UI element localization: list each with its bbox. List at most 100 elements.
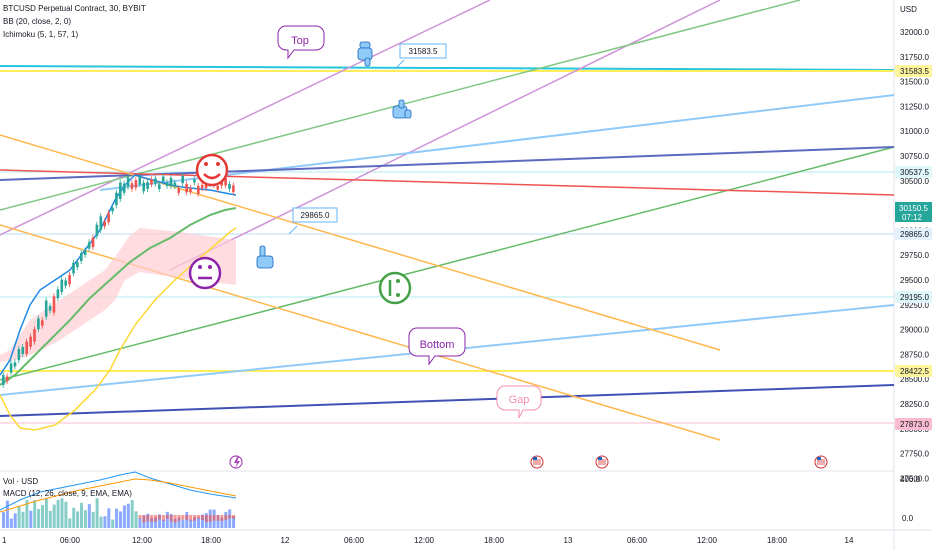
- us-flag-icon[interactable]: [530, 455, 544, 469]
- volume-bar: [56, 499, 60, 528]
- volume-bar: [126, 503, 130, 528]
- time-tick: 14: [845, 536, 854, 545]
- price-badge-bg: [895, 291, 932, 303]
- volume-bar: [99, 516, 103, 528]
- annotation-top[interactable]: Top: [277, 25, 325, 60]
- smiley-happy-icon[interactable]: [195, 153, 229, 187]
- price-label-1-text: 31583.5: [409, 47, 438, 56]
- candle-body: [83, 250, 87, 255]
- candle-body: [232, 185, 235, 193]
- us-flag-icon[interactable]: [595, 455, 609, 469]
- candle-body: [76, 262, 79, 268]
- candle-body: [154, 178, 157, 184]
- candle-body: [25, 341, 28, 354]
- legend-symbol[interactable]: BTCUSD Perpetual Contract, 30, BYBIT: [3, 4, 146, 13]
- candle-body: [216, 186, 220, 190]
- volume-bar: [119, 511, 122, 528]
- thumbs-up-icon[interactable]: [392, 99, 412, 119]
- candle-body: [99, 216, 103, 230]
- candlesticks: [2, 172, 235, 388]
- candle-body: [146, 182, 149, 190]
- candle-body: [189, 187, 192, 192]
- legend-macd[interactable]: MACD (12, 26, close, 9, EMA, EMA): [3, 489, 132, 498]
- price-badge: 31583.5: [900, 67, 929, 76]
- volume-bar: [91, 511, 95, 528]
- volume-bar: [68, 518, 72, 528]
- candle-body: [224, 177, 227, 186]
- time-tick: 06:00: [344, 536, 365, 545]
- legend-bb[interactable]: BB (20, close, 2, 0): [3, 17, 71, 26]
- price-tick: 29250.0: [900, 301, 929, 310]
- candle-body: [29, 336, 32, 347]
- legend-ichimoku[interactable]: Ichimoku (5, 1, 57, 1): [3, 30, 78, 39]
- price-badge: 29195.0: [900, 293, 929, 302]
- price-badge: 29865.0: [900, 230, 929, 239]
- time-tick: 06:00: [60, 536, 81, 545]
- candle-body: [200, 184, 204, 189]
- annotation-bottom[interactable]: Bottom: [408, 327, 466, 366]
- volume-bar: [165, 511, 169, 528]
- time-tick: 18:00: [484, 536, 505, 545]
- macd-hist-bar: [169, 515, 173, 522]
- bb-lower: [0, 227, 237, 431]
- us-flag-icon[interactable]: [814, 455, 828, 469]
- current-price-badge[interactable]: 30150.5 07:12: [895, 202, 932, 222]
- candle-body: [9, 363, 13, 373]
- economic-events[interactable]: [530, 455, 828, 469]
- volume-bar: [138, 518, 142, 528]
- price-tick: 29750.0: [900, 251, 929, 260]
- volume-bar: [21, 511, 25, 528]
- macd-hist-bar: [232, 515, 236, 519]
- candle-body: [5, 376, 9, 382]
- ichimoku-cloud: [0, 228, 236, 362]
- price-label-1[interactable]: 31583.5: [395, 43, 447, 69]
- time-axis[interactable]: 1 06:00 12:00 18:00 12 06:00 12:00 18:00 13 06:00…: [2, 536, 854, 545]
- smiley-sideways-icon[interactable]: [378, 271, 412, 305]
- macd-hist-bar: [224, 515, 228, 520]
- macd-hist-bar: [173, 515, 177, 523]
- current-price: 30150.5: [899, 204, 928, 213]
- time-tick: 1: [2, 536, 7, 545]
- price-tick: 29500.0: [900, 276, 929, 285]
- annotation-gap[interactable]: Gap: [496, 385, 542, 419]
- candle-body: [37, 318, 40, 330]
- candle-body: [228, 183, 231, 189]
- candle-body: [48, 305, 52, 311]
- legend-vol[interactable]: Vol · USD: [3, 477, 38, 486]
- candle-body: [41, 320, 44, 326]
- price-tick: 31250.0: [900, 102, 929, 111]
- price-tick: 32000.0: [900, 28, 929, 37]
- pointing-hand-icon[interactable]: [256, 245, 274, 269]
- lightning-icon[interactable]: [229, 455, 243, 469]
- volume-bar: [2, 512, 5, 528]
- volume-bar: [9, 518, 13, 528]
- candle-body: [165, 182, 169, 187]
- price-tick: 28750.0: [900, 350, 929, 359]
- price-badge: 30537.5: [900, 168, 929, 177]
- price-tick: 27750.0: [900, 450, 929, 459]
- volume-bar: [48, 510, 52, 528]
- volume-bar: [64, 501, 68, 528]
- candle-body: [21, 347, 25, 354]
- volume-bar: [29, 510, 33, 528]
- candle-body: [103, 221, 106, 227]
- candle-body: [60, 279, 64, 292]
- time-tick: 18:00: [201, 536, 222, 545]
- smiley-neutral-icon[interactable]: [188, 256, 222, 290]
- volume-bar: [134, 511, 138, 528]
- volume-bar: [5, 500, 9, 528]
- volume-bar: [33, 500, 37, 528]
- volume-bar: [13, 513, 17, 528]
- price-tick: 29000.0: [900, 326, 929, 335]
- volume-bar: [87, 504, 91, 528]
- volume-bar: [44, 498, 48, 528]
- macd-hist-bar: [216, 515, 220, 521]
- time-tick: 12:00: [132, 536, 153, 545]
- thumbs-down-icon[interactable]: [357, 41, 373, 67]
- price-label-2[interactable]: 29865.0: [288, 207, 338, 235]
- macd-hist-bar: [193, 515, 197, 521]
- macd-hist-bar: [200, 515, 204, 520]
- volume-bar: [185, 511, 189, 528]
- macd-hist-bar: [208, 515, 212, 522]
